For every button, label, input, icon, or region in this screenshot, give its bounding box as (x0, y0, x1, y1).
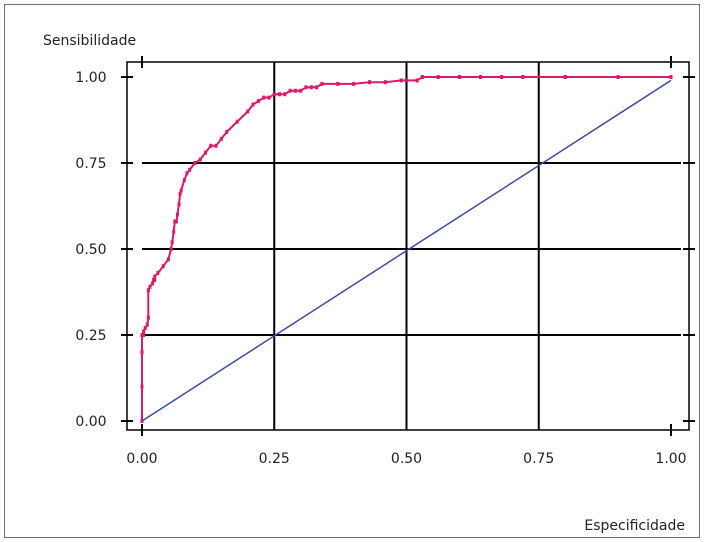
roc-point (172, 229, 176, 234)
roc-point (142, 329, 146, 334)
roc-point (299, 88, 303, 93)
roc-point (251, 102, 255, 107)
roc-point (156, 271, 160, 276)
roc-point (166, 257, 170, 262)
roc-point (146, 315, 150, 320)
roc-point (225, 130, 229, 135)
x-tick-label: 0.75 (523, 451, 554, 467)
roc-point (185, 171, 189, 176)
roc-point (262, 95, 266, 100)
roc-point (309, 85, 313, 90)
y-axis-title: Sensibilidade (43, 33, 136, 49)
roc-point (145, 322, 149, 327)
roc-point (563, 75, 567, 79)
roc-point (616, 75, 620, 79)
reference-diagonal (141, 79, 672, 422)
roc-point (405, 78, 408, 83)
roc-point (367, 80, 371, 85)
roc-point (479, 75, 483, 79)
x-tick-label: 1.00 (655, 451, 686, 467)
roc-point (178, 191, 182, 196)
roc-point (283, 92, 287, 97)
roc-point (153, 274, 157, 279)
roc-point (193, 161, 197, 165)
roc-point (151, 281, 155, 286)
roc-point (209, 143, 213, 148)
roc-point (304, 85, 308, 90)
roc-point (272, 92, 276, 97)
roc-point (352, 81, 356, 86)
roc-point (235, 119, 239, 124)
roc-point (383, 80, 387, 85)
y-tick-label: 0.25 (75, 328, 106, 344)
x-tick-label: 0.00 (126, 451, 157, 467)
roc-point (500, 75, 504, 79)
roc-point (399, 78, 403, 83)
x-tick-label: 0.25 (259, 451, 290, 467)
roc-point (436, 75, 440, 79)
roc-point (148, 284, 152, 289)
roc-point (153, 277, 157, 282)
roc-point (521, 75, 525, 79)
roc-point (146, 288, 150, 293)
roc-point (179, 188, 183, 193)
roc-point (267, 95, 271, 100)
roc-point (219, 136, 223, 141)
roc-point (246, 109, 250, 114)
y-tick-label: 0.75 (75, 156, 106, 172)
roc-point (143, 326, 147, 331)
roc-point (457, 75, 461, 79)
roc-point (170, 240, 174, 245)
roc-point (320, 81, 324, 86)
roc-point (177, 202, 181, 207)
roc-point (169, 247, 173, 251)
roc-point (288, 88, 292, 93)
roc-point (140, 333, 144, 337)
roc-point (182, 178, 186, 183)
plot-area (126, 61, 690, 431)
chart-frame: Sensibilidade Especificidade 0.00 0.25 0.5… (4, 4, 700, 538)
roc-point (198, 157, 202, 162)
x-tick-label: 0.50 (391, 451, 422, 467)
y-tick-label: 0.00 (75, 414, 106, 430)
roc-point (174, 219, 178, 224)
roc-point (315, 85, 319, 90)
x-axis-title: Especificidade (584, 518, 685, 534)
roc-point (420, 75, 424, 79)
roc-point (188, 167, 192, 172)
roc-point (140, 384, 144, 389)
roc-point (415, 78, 419, 83)
y-tick-label: 1.00 (75, 70, 106, 86)
roc-point (293, 88, 297, 93)
roc-point (203, 150, 207, 155)
y-tick-label: 0.50 (75, 242, 106, 258)
roc-point (161, 264, 165, 269)
roc-point (142, 333, 146, 337)
roc-point (669, 75, 673, 79)
roc-point (175, 212, 179, 217)
roc-chart: Sensibilidade Especificidade 0.00 0.25 0.5… (43, 33, 695, 534)
roc-point (214, 143, 218, 148)
roc-point (173, 219, 177, 224)
roc-point (140, 350, 144, 355)
roc-point (256, 99, 260, 104)
roc-point (278, 92, 282, 97)
roc-point (336, 81, 340, 86)
